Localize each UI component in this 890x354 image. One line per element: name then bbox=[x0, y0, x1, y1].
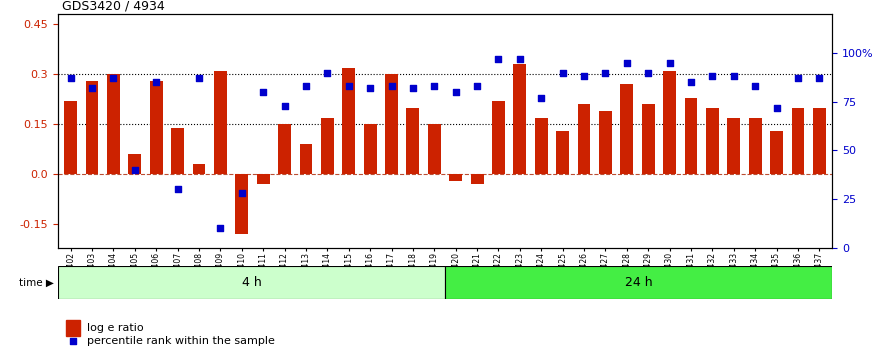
Point bbox=[684, 80, 698, 85]
Point bbox=[192, 76, 206, 81]
Bar bbox=[66, 320, 79, 336]
Bar bbox=[706, 108, 719, 175]
Bar bbox=[321, 118, 334, 175]
Text: 4 h: 4 h bbox=[241, 276, 262, 289]
Point bbox=[150, 80, 164, 85]
Point bbox=[748, 84, 762, 89]
Bar bbox=[599, 111, 611, 175]
Bar bbox=[171, 128, 184, 175]
Point bbox=[128, 167, 142, 173]
Bar bbox=[578, 104, 590, 175]
Point bbox=[726, 74, 740, 79]
Bar bbox=[556, 131, 569, 175]
Point bbox=[770, 105, 784, 110]
Text: percentile rank within the sample: percentile rank within the sample bbox=[87, 336, 275, 346]
Point bbox=[342, 84, 356, 89]
Text: GDS3420 / 4934: GDS3420 / 4934 bbox=[61, 0, 165, 13]
Bar bbox=[471, 175, 483, 184]
Bar bbox=[684, 98, 698, 175]
Bar bbox=[257, 175, 270, 184]
Point bbox=[705, 74, 719, 79]
Point bbox=[470, 84, 484, 89]
Point bbox=[171, 187, 185, 192]
Point bbox=[63, 76, 77, 81]
Point bbox=[214, 225, 228, 231]
Point bbox=[299, 84, 313, 89]
Bar bbox=[64, 101, 77, 175]
Bar bbox=[428, 124, 441, 175]
Text: log e ratio: log e ratio bbox=[87, 323, 144, 333]
Bar bbox=[449, 175, 462, 181]
Text: 24 h: 24 h bbox=[625, 276, 652, 289]
Point bbox=[320, 70, 335, 75]
Point bbox=[427, 84, 441, 89]
Bar bbox=[492, 101, 505, 175]
Bar bbox=[727, 118, 740, 175]
Point bbox=[662, 60, 676, 66]
Bar bbox=[85, 81, 99, 175]
Bar bbox=[364, 124, 376, 175]
Bar bbox=[58, 266, 445, 299]
Bar bbox=[107, 74, 120, 175]
Bar bbox=[128, 154, 142, 175]
Bar bbox=[642, 104, 655, 175]
Point bbox=[256, 89, 271, 95]
Bar bbox=[514, 64, 526, 175]
Point bbox=[363, 85, 377, 91]
Bar bbox=[813, 108, 826, 175]
Bar bbox=[407, 108, 419, 175]
Point bbox=[641, 70, 655, 75]
Point bbox=[449, 89, 463, 95]
Point bbox=[491, 56, 506, 62]
Bar bbox=[385, 74, 398, 175]
Point bbox=[384, 84, 399, 89]
Point bbox=[577, 74, 591, 79]
Point bbox=[235, 190, 249, 196]
Text: time ▶: time ▶ bbox=[19, 277, 53, 287]
Point bbox=[106, 76, 120, 81]
Bar bbox=[770, 131, 783, 175]
Bar bbox=[620, 84, 633, 175]
Point bbox=[598, 70, 612, 75]
Bar bbox=[150, 81, 163, 175]
Bar bbox=[791, 108, 805, 175]
Point bbox=[513, 56, 527, 62]
Point bbox=[534, 95, 548, 101]
Bar bbox=[235, 175, 248, 234]
Bar bbox=[535, 118, 547, 175]
Point bbox=[406, 85, 420, 91]
Point bbox=[85, 85, 99, 91]
Point bbox=[571, 276, 586, 282]
Bar bbox=[192, 164, 206, 175]
Point bbox=[813, 76, 827, 81]
Point bbox=[619, 60, 634, 66]
Bar bbox=[214, 71, 227, 175]
Point bbox=[555, 70, 570, 75]
Bar bbox=[445, 266, 832, 299]
Bar bbox=[663, 71, 676, 175]
Bar bbox=[300, 144, 312, 175]
Bar bbox=[748, 118, 762, 175]
Bar bbox=[343, 68, 355, 175]
Bar bbox=[279, 124, 291, 175]
Point bbox=[278, 103, 292, 108]
Point bbox=[791, 76, 805, 81]
